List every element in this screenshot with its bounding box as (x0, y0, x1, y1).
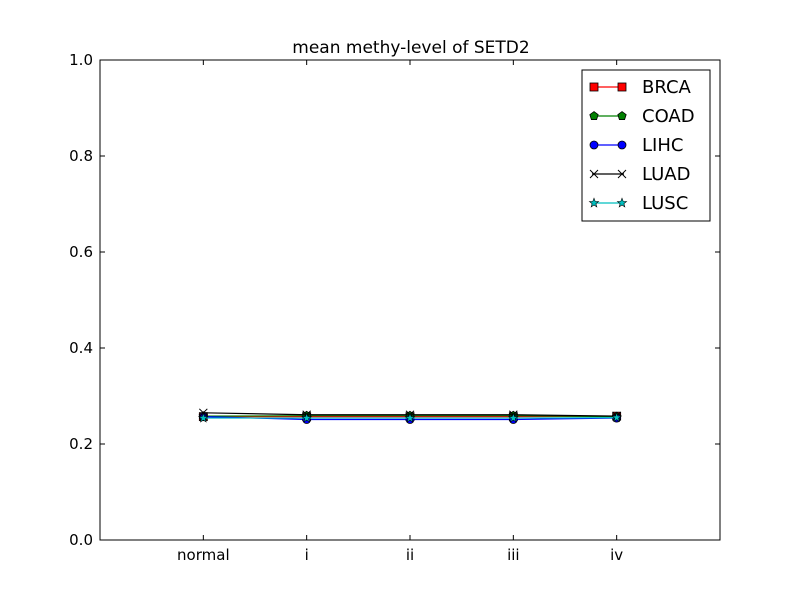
data-point-marker (301, 412, 313, 423)
y-tick-label: 0.0 (69, 531, 93, 549)
series-layer (197, 408, 623, 424)
data-point-marker (589, 111, 599, 120)
data-point-marker (507, 412, 519, 423)
data-point-marker (616, 197, 628, 208)
legend-entry: LUSC (588, 193, 688, 214)
data-point-marker (617, 82, 627, 92)
x-tick-label: normal (177, 546, 230, 564)
chart-title: mean methy-level of SETD2 (292, 38, 529, 58)
y-tick-label: 0.6 (69, 243, 93, 261)
data-point-marker (611, 411, 623, 423)
legend: BRCA COAD LIHC LUAD LUSC (581, 69, 711, 222)
legend-entry: LIHC (589, 135, 683, 156)
series-lusc (197, 411, 623, 423)
data-point-marker (589, 169, 599, 179)
data-point-marker (617, 140, 627, 150)
x-tick-label: ii (406, 546, 414, 564)
y-tick-label: 0.2 (69, 435, 93, 453)
x-tick-label: i (305, 546, 309, 564)
x-tick-label: iii (507, 546, 520, 564)
y-tick-label: 1.0 (69, 51, 93, 69)
legend-label: LUAD (642, 164, 690, 185)
data-point-marker (404, 412, 416, 423)
legend-label: LIHC (642, 135, 683, 156)
y-tick-label: 0.8 (69, 147, 93, 165)
data-point-marker (589, 82, 599, 92)
legend-entry: LUAD (589, 164, 690, 185)
legend-label: BRCA (642, 77, 692, 98)
data-point-marker (588, 197, 600, 208)
y-tick-label: 0.4 (69, 339, 93, 357)
data-point-marker (617, 111, 627, 120)
data-point-marker (589, 140, 599, 150)
legend-entry: COAD (589, 106, 695, 127)
data-point-marker (197, 412, 209, 423)
x-tick-label: iv (610, 546, 623, 564)
legend-label: LUSC (642, 193, 688, 214)
data-point-marker (617, 169, 627, 179)
legend-entry: BRCA (589, 77, 692, 98)
legend-label: COAD (642, 106, 695, 127)
